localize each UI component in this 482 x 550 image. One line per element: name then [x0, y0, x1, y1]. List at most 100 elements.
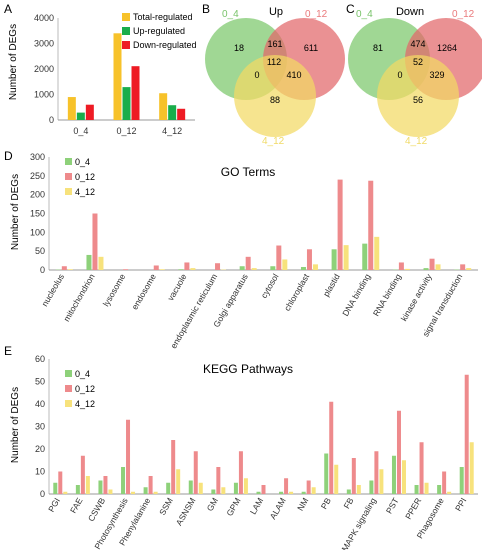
panel-e-ytick-20: 20 — [35, 444, 45, 454]
panel-d-xtick-plastid: plastid — [321, 272, 342, 299]
panel-a-legend: Total-regulated Up-regulated Down-regula… — [122, 12, 197, 50]
bar-a-4-12-total-regulated — [159, 93, 168, 120]
bar-e-mapk-signaling-4-12 — [379, 469, 384, 494]
panel-b-letter: B — [202, 2, 210, 16]
panel-e-xtick-gpm: GPM — [224, 496, 242, 518]
panel-e-letter: E — [4, 344, 12, 358]
venn-c-only-4-12: 56 — [413, 95, 423, 105]
panel-d-ytick-200: 200 — [30, 190, 45, 200]
bar-d-cytosol-0-4 — [270, 266, 276, 270]
bar-e-pst-4-12 — [401, 460, 406, 494]
venn-b-only-0-12: 611 — [304, 43, 318, 53]
legend-swatch-e-0-12 — [65, 385, 72, 392]
panel-b: B Up 0_4 0_12 4_12 18 611 161 112 0 410 … — [202, 2, 345, 147]
bar-d-chloroplast-4-12 — [312, 264, 318, 270]
bar-d-endoplasmic-reticulum-0-12 — [215, 263, 221, 270]
bar-e-asnsm-4-12 — [198, 482, 203, 494]
bar-e-alam-0-4 — [279, 491, 284, 494]
panel-e-xtick-ppi: PPI — [453, 496, 469, 513]
bar-e-cswb-0-12 — [103, 476, 108, 494]
legend-label-d-0-4: 0_4 — [75, 157, 90, 167]
bar-e-fb-0-4 — [346, 489, 351, 494]
panel-d-xtick-rna-binding: RNA binding — [371, 272, 403, 318]
bar-d-mitochondrion-0-12 — [92, 213, 98, 270]
panel-d: D GO Terms Number of DEGs 0 50 100 150 200 25… — [4, 149, 478, 350]
bar-e-pper-0-4 — [414, 485, 419, 494]
bar-a-4-12-down-regulated — [177, 108, 186, 120]
legend-label-down: Down-regulated — [133, 40, 197, 50]
bar-d-endosome-4-12 — [159, 269, 165, 270]
panel-e-ytick-10: 10 — [35, 467, 45, 477]
panel-e: E KEGG Pathways Number of DEGs 0 10 20 30 40… — [4, 344, 478, 550]
panel-e-ytick-50: 50 — [35, 377, 45, 387]
bar-e-ssm-0-12 — [171, 440, 176, 494]
panel-e-xtick-ssm: SSM — [157, 496, 175, 517]
panel-e-xtick-pper: PPER — [403, 496, 423, 521]
bar-d-chloroplast-0-4 — [300, 266, 306, 270]
venn-c-label-0-12: 0_12 — [452, 9, 475, 20]
bar-d-cytosol-4-12 — [282, 259, 288, 270]
panel-e-xtick-pst: PST — [384, 496, 401, 515]
venn-c-0-12-and-4-12: 329 — [429, 70, 444, 80]
bar-e-fae-0-4 — [75, 485, 80, 494]
bar-d-rna-binding-0-12 — [398, 262, 404, 270]
bar-e-fae-4-12 — [85, 476, 90, 494]
bar-a-0-4-up-regulated — [76, 112, 85, 120]
panel-d-xtick-kinase-activity: kinase activity — [399, 271, 434, 322]
panel-d-ytick-0: 0 — [40, 265, 45, 275]
bar-e-photosynthesis-4-12 — [131, 491, 136, 494]
bar-a-0-4-down-regulated — [85, 104, 94, 120]
panel-d-xtick-lysosome: lysosome — [101, 272, 128, 308]
bar-e-pper-4-12 — [424, 482, 429, 494]
panel-d-ytick-50: 50 — [35, 246, 45, 256]
bar-a-0-12-down-regulated — [131, 66, 140, 120]
bar-d-nucleolus-4-12 — [67, 269, 73, 270]
venn-c-circle-4-12 — [377, 55, 459, 137]
bar-e-phenylalanine-0-12 — [148, 476, 153, 494]
panel-d-ytick-250: 250 — [30, 171, 45, 181]
panel-d-bars — [55, 179, 472, 270]
legend-label-e-4-12: 4_12 — [75, 399, 95, 409]
panel-e-xtick-cswb: CSWB — [86, 496, 108, 523]
venn-c-0-4-and-0-12: 474 — [410, 39, 425, 49]
panel-d-ytick-100: 100 — [30, 227, 45, 237]
panel-e-xtick-fae: FAE — [68, 496, 85, 515]
venn-c-label-4-12: 4_12 — [405, 136, 428, 147]
legend-label-up: Up-regulated — [133, 26, 185, 36]
venn-b-circle-4-12 — [234, 55, 316, 137]
bar-e-gpm-0-12 — [238, 451, 243, 494]
panel-e-ytick-30: 30 — [35, 422, 45, 432]
panel-d-ytick-150: 150 — [30, 209, 45, 219]
bar-e-pb-4-12 — [334, 464, 339, 494]
bar-e-phagosome-4-12 — [447, 491, 452, 494]
bar-d-vacuole-0-4 — [178, 269, 184, 270]
bar-e-fb-0-12 — [351, 458, 356, 494]
bar-e-ppi-0-4 — [459, 467, 464, 494]
panel-d-xtick-dna-binding: DNA binding — [340, 272, 372, 318]
bar-d-dna-binding-0-12 — [368, 180, 374, 270]
bar-d-cytosol-0-12 — [276, 245, 282, 270]
panel-d-xtick-nucleolus: nucleolus — [39, 272, 66, 308]
bar-e-gm-0-4 — [211, 489, 216, 494]
legend-label-total: Total-regulated — [133, 12, 193, 22]
panel-e-ylabel: Number of DEGs — [10, 387, 21, 463]
panel-a-y-ticks: 0 1000 2000 3000 4000 — [34, 13, 54, 125]
panel-a-ytick-1000: 1000 — [34, 90, 54, 100]
bar-e-phagosome-0-4 — [437, 485, 442, 494]
bar-d-kinase-activity-0-4 — [423, 268, 429, 270]
legend-swatch-e-0-4 — [65, 370, 72, 377]
bar-d-plastid-4-12 — [343, 245, 349, 270]
bar-e-gm-0-12 — [216, 467, 221, 494]
bar-d-golgi-apparatus-0-12 — [245, 256, 251, 270]
panel-c-letter: C — [346, 2, 355, 16]
venn-c-0-4-and-4-12: 0 — [397, 70, 402, 80]
bar-e-mapk-signaling-0-12 — [374, 451, 379, 494]
bar-a-4-12-up-regulated — [168, 105, 177, 120]
venn-b-only-0-4: 18 — [234, 43, 244, 53]
panel-d-ytick-300: 300 — [30, 152, 45, 162]
bar-d-rna-binding-4-12 — [404, 268, 410, 270]
panel-d-y-ticks: 0 50 100 150 200 250 300 — [30, 152, 45, 275]
bar-a-0-12-up-regulated — [122, 87, 131, 120]
